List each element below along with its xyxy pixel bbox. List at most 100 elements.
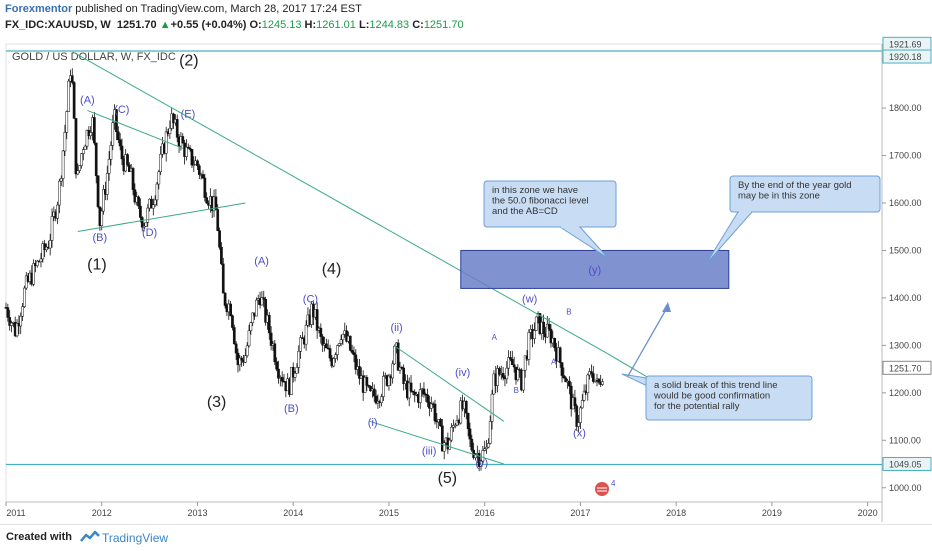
candle-up — [339, 339, 343, 344]
note-text-line: and the AB=CD — [492, 206, 558, 217]
candle-down — [590, 371, 593, 374]
candle-up — [67, 80, 70, 112]
note-text-line: would be good confirmation — [653, 391, 770, 402]
tradingview-brand-link[interactable]: TradingView — [102, 531, 169, 545]
candle-down — [542, 321, 545, 334]
candle-down — [231, 315, 234, 328]
candle-up — [297, 351, 301, 368]
candle-down — [118, 139, 122, 147]
candle-up — [83, 145, 87, 150]
tradingview-logo-icon[interactable] — [80, 530, 100, 544]
candle-up — [545, 323, 549, 338]
candle-up — [45, 246, 48, 251]
close-value: 1251.70 — [423, 19, 464, 31]
candle-down — [411, 390, 415, 393]
candle-down — [240, 357, 244, 361]
wave-label-minor: (B) — [92, 232, 107, 244]
candle-up — [593, 379, 597, 382]
candle-up — [516, 369, 520, 381]
candle-up — [58, 180, 61, 206]
x-tick-label: 2016 — [475, 508, 495, 518]
candle-up — [398, 367, 402, 371]
trendline — [72, 51, 608, 354]
candle-down — [181, 136, 185, 144]
candle-down — [560, 362, 564, 376]
y-tick-label: 1100.00 — [889, 435, 921, 445]
wave-label-minor: (i) — [368, 417, 378, 429]
y-tick-label: 1400.00 — [889, 293, 922, 303]
candle-up — [159, 153, 163, 173]
author-link[interactable]: Forexmentor — [5, 3, 73, 15]
candle-up — [332, 358, 336, 367]
candle-up — [533, 330, 536, 340]
candle-down — [325, 343, 328, 349]
candle-down — [352, 352, 356, 356]
candle-down — [188, 147, 192, 150]
candle-up — [523, 355, 527, 371]
note-text-line: the 50.0 fibonacci level — [492, 196, 589, 207]
target-zone-label: (y) — [588, 264, 601, 276]
candle-up — [32, 263, 35, 285]
candle-up — [527, 332, 531, 360]
candle-up — [21, 306, 24, 317]
candle-down — [477, 453, 481, 467]
candle-down — [214, 196, 218, 210]
candle-up — [483, 448, 487, 451]
candle-up — [337, 343, 341, 346]
note-box — [483, 180, 617, 228]
candle-down — [131, 168, 135, 190]
candle-down — [72, 82, 76, 119]
candle-down — [220, 247, 223, 265]
candle-down — [291, 366, 295, 378]
x-tick-label: 2013 — [187, 508, 207, 518]
candle-down — [70, 75, 74, 83]
candle-down — [558, 347, 562, 363]
candle-down — [468, 428, 472, 440]
candle-up — [485, 446, 488, 450]
candle-down — [319, 327, 323, 337]
candle-down — [196, 160, 199, 167]
candle-down — [367, 385, 371, 387]
low-value: 1244.83 — [369, 19, 410, 31]
close-label: C: — [412, 19, 424, 31]
candle-down — [372, 388, 376, 397]
trendline — [393, 344, 505, 422]
up-arrow-icon: ▲ — [159, 19, 171, 31]
y-tick-label: 1200.00 — [889, 388, 922, 398]
plot-area — [5, 43, 883, 503]
candle-down — [350, 350, 354, 353]
wave-label-tiny: B — [514, 386, 519, 395]
candle-up — [251, 312, 255, 323]
open-label: O: — [249, 19, 262, 31]
candle-down — [348, 335, 352, 351]
x-tick-label: 2014 — [283, 508, 303, 518]
candle-down — [186, 146, 190, 149]
candle-up — [76, 170, 80, 175]
wave-label-tiny: B — [566, 308, 571, 317]
candle-down — [597, 378, 601, 383]
x-tick-label: 2019 — [762, 508, 782, 518]
trendline — [369, 420, 504, 465]
note-text-line: may be in this zone — [738, 191, 820, 202]
candle-up — [157, 171, 161, 185]
low-label: L: — [358, 19, 370, 31]
candle-down — [269, 332, 273, 346]
candle-down — [197, 165, 201, 175]
footer: Created with TradingView — [0, 524, 932, 551]
candle-up — [341, 334, 345, 341]
wave-label-minor: (iv) — [455, 367, 470, 379]
candle-down — [275, 361, 278, 370]
price-chart[interactable]: GOLD / US DOLLAR, W, FX_IDC 1000.00 1100.0… — [0, 36, 932, 524]
candle-up — [505, 367, 509, 380]
target-zone — [460, 249, 730, 289]
price-change: +0.55 (+0.04%) — [170, 19, 247, 31]
wave-label-minor: (A) — [80, 94, 95, 106]
candle-down — [573, 397, 577, 407]
price-label: 1920.18 — [889, 52, 922, 62]
candle-up — [144, 222, 148, 227]
candle-down — [547, 323, 551, 330]
candle-up — [382, 375, 385, 397]
price-label: 1049.05 — [889, 459, 922, 469]
candle-down — [328, 348, 332, 359]
candle-up — [442, 442, 446, 452]
